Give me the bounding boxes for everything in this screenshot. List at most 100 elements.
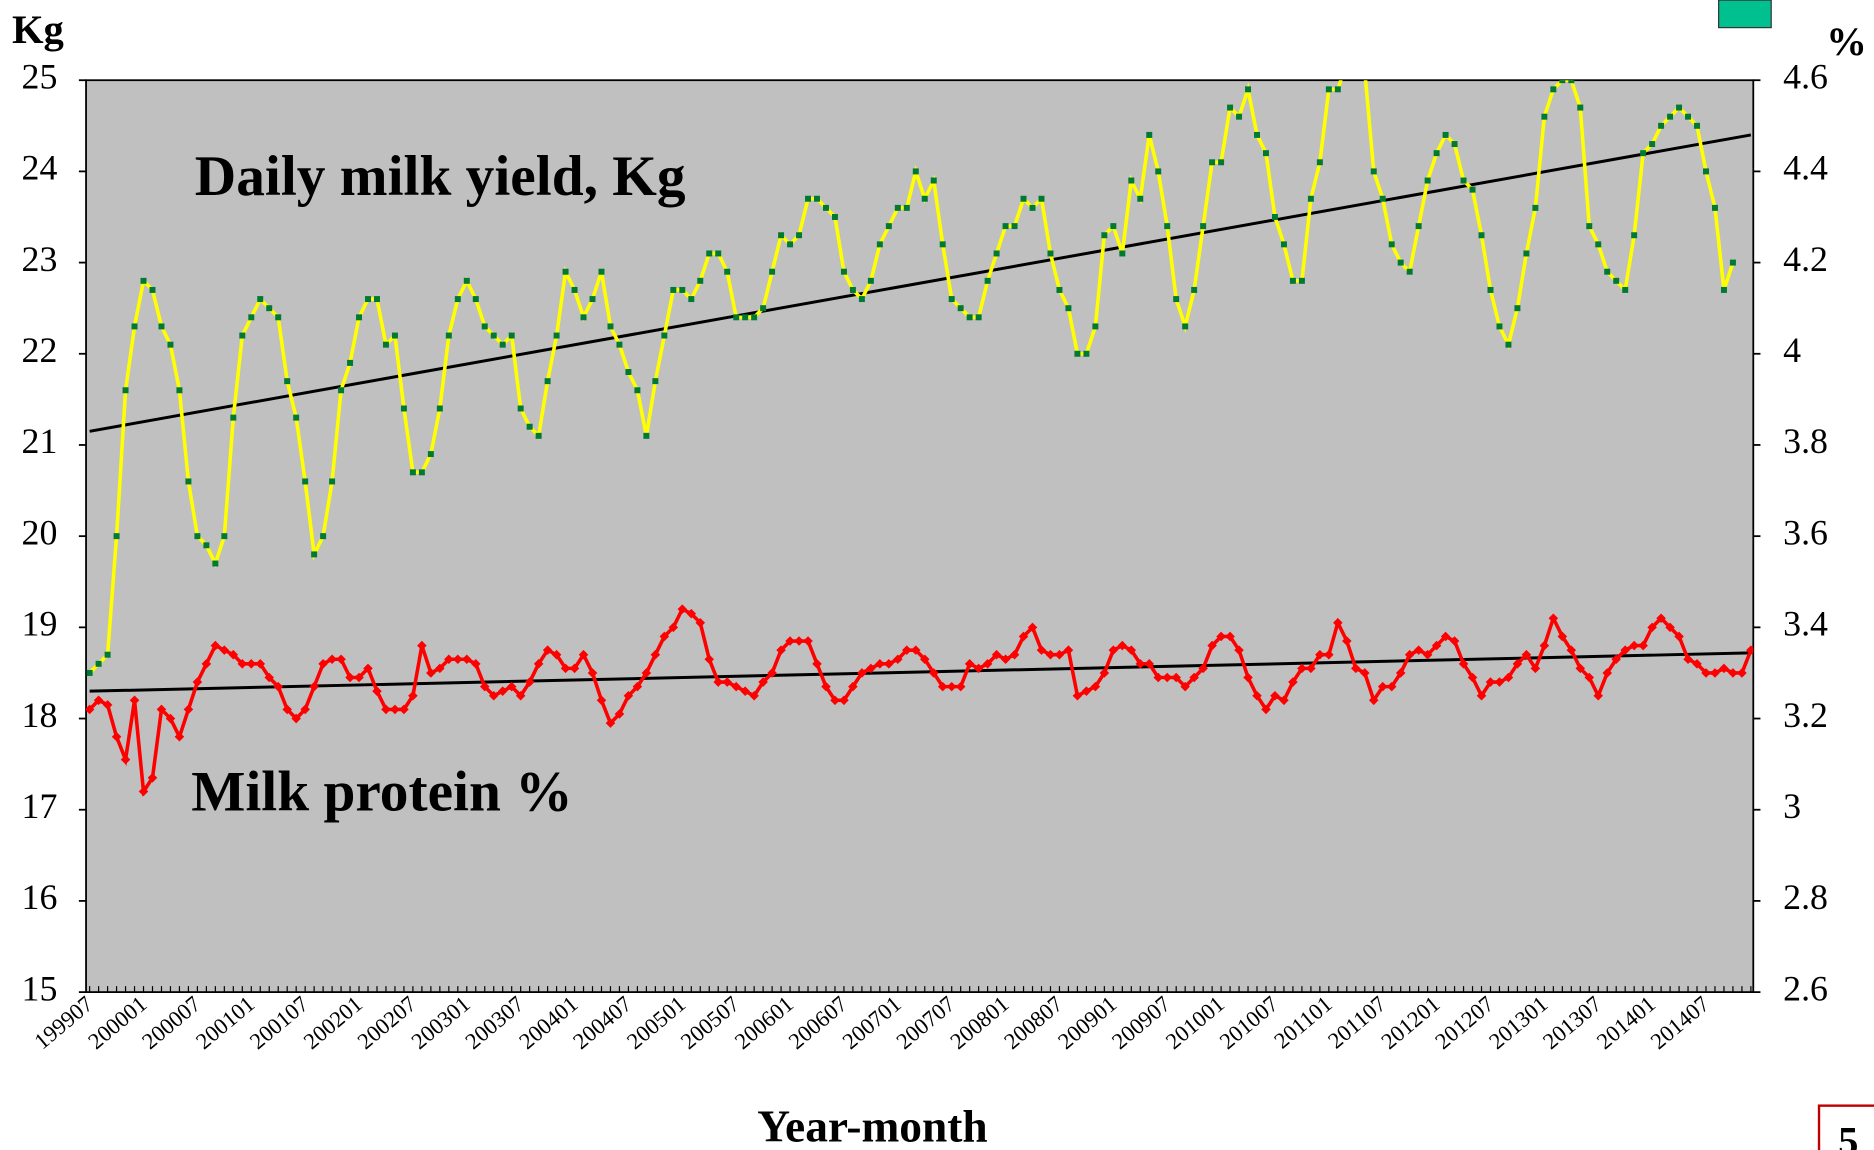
x-tick-label: 201001	[1161, 991, 1229, 1054]
marker	[688, 296, 695, 303]
marker	[309, 681, 319, 692]
marker	[284, 378, 291, 385]
marker	[418, 469, 425, 476]
marker	[785, 636, 795, 646]
marker	[893, 654, 903, 665]
y-tick-label: 22	[22, 330, 58, 370]
marker	[641, 668, 652, 678]
y2-tick-label: 2.8	[1783, 877, 1828, 917]
marker	[551, 649, 562, 660]
marker	[479, 681, 490, 692]
marker	[535, 432, 542, 439]
marker	[1254, 131, 1260, 138]
annotation: Daily milk yield, Kg	[195, 145, 686, 208]
marker	[1694, 122, 1701, 129]
marker	[1126, 645, 1137, 655]
marker	[740, 686, 750, 696]
x-tick-label: 200301	[407, 991, 475, 1054]
marker	[822, 204, 829, 211]
marker	[643, 432, 650, 439]
y2-tick-label: 4.6	[1783, 56, 1828, 96]
marker	[767, 668, 777, 678]
y-tick-label: 18	[22, 695, 58, 735]
marker	[113, 533, 120, 540]
marker	[1559, 80, 1566, 84]
marker	[1737, 668, 1747, 678]
marker	[1315, 649, 1325, 660]
marker	[338, 387, 345, 394]
marker	[1072, 690, 1083, 701]
marker	[1063, 645, 1074, 655]
marker	[1496, 323, 1503, 330]
marker	[1404, 649, 1415, 660]
marker	[1422, 649, 1433, 660]
marker	[1433, 150, 1440, 157]
marker	[1638, 640, 1648, 651]
marker	[86, 669, 93, 676]
marker	[679, 286, 686, 293]
marker	[1198, 663, 1208, 674]
marker	[751, 314, 758, 321]
y2-tick-label: 3.8	[1783, 421, 1828, 461]
marker	[1665, 622, 1675, 633]
trend-line	[89, 651, 1751, 693]
marker	[928, 668, 939, 678]
marker	[1720, 286, 1727, 293]
marker	[1440, 631, 1451, 642]
marker	[1604, 268, 1611, 275]
marker	[1503, 672, 1514, 683]
marker	[930, 177, 937, 184]
marker	[562, 268, 569, 275]
marker	[796, 232, 803, 239]
marker	[1512, 659, 1523, 669]
x-tick-label: 200901	[1053, 991, 1121, 1054]
marker	[858, 296, 865, 303]
marker	[866, 663, 876, 674]
marker	[695, 618, 706, 628]
marker	[955, 681, 966, 692]
x-tick-label: 201201	[1376, 991, 1444, 1054]
marker	[1146, 131, 1153, 138]
marker	[374, 296, 380, 303]
marker	[839, 695, 849, 706]
marker	[1487, 286, 1494, 293]
marker	[1611, 654, 1621, 665]
marker	[1074, 350, 1081, 357]
marker	[1379, 195, 1386, 202]
marker	[1288, 677, 1298, 687]
marker	[1009, 649, 1020, 660]
legend-swatch	[1718, 0, 1772, 29]
marker	[1101, 232, 1108, 239]
marker	[706, 250, 713, 257]
page-number: 5	[1838, 1119, 1858, 1150]
x-tick-label: 200607	[784, 991, 852, 1054]
marker	[939, 241, 946, 248]
marker	[1119, 250, 1126, 257]
marker	[120, 754, 131, 765]
marker	[506, 681, 517, 692]
marker	[875, 659, 885, 669]
marker	[903, 204, 910, 211]
marker	[1550, 86, 1557, 93]
marker	[704, 654, 715, 665]
marker	[239, 332, 246, 339]
marker	[1584, 672, 1595, 683]
x-tick-label: 200807	[999, 991, 1067, 1054]
marker	[1280, 241, 1287, 248]
marker	[1243, 672, 1253, 683]
marker	[408, 690, 418, 701]
marker	[426, 668, 436, 678]
x-tick-label: 201307	[1538, 991, 1606, 1054]
marker	[1413, 645, 1424, 655]
marker	[1467, 672, 1478, 683]
marker	[257, 296, 264, 303]
marker	[1218, 159, 1225, 166]
marker	[1289, 277, 1296, 284]
marker	[203, 542, 210, 549]
marker	[391, 332, 398, 339]
marker	[1153, 672, 1164, 683]
marker	[1083, 350, 1090, 357]
y2-tick-label: 4.2	[1783, 239, 1828, 279]
marker	[715, 250, 722, 257]
y2-tick-label: 2.6	[1783, 968, 1828, 1008]
